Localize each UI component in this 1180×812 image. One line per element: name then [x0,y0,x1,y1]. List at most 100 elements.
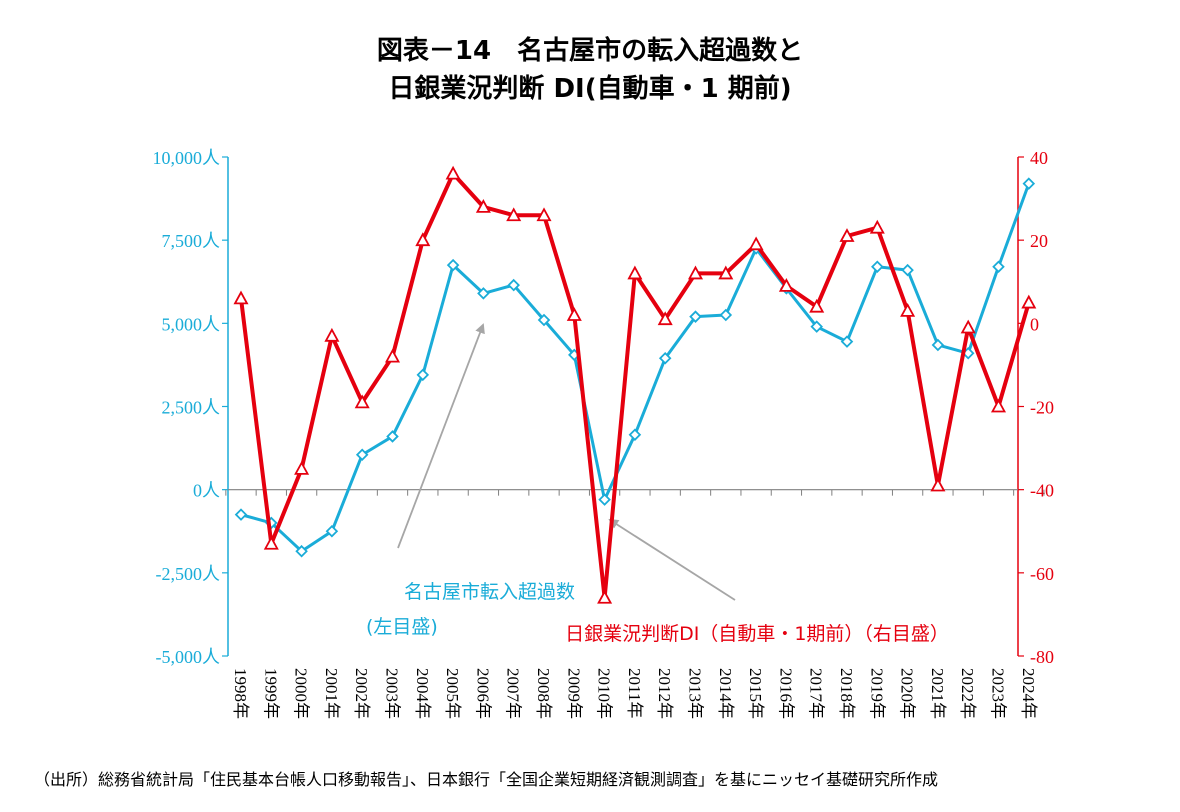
left-tick-label: 5,000人 [162,314,221,334]
x-tick-label: 2022年 [958,668,977,719]
x-tick-label: 2004年 [413,668,432,719]
left-series-point [537,313,551,327]
left-series-point [1022,177,1036,190]
left-series-point [840,335,854,348]
right-series-point [687,265,704,280]
x-tick-label: 2024年 [1019,668,1038,719]
left-series-point [234,508,248,521]
right-tick-label: -20 [1030,398,1054,418]
left-tick-label: 7,500人 [162,231,221,251]
x-tick-label: 2000年 [292,668,311,719]
right-series-point [475,199,491,213]
left-series-point [295,544,308,558]
right-series-point [900,302,916,317]
right-series-point [778,278,794,292]
left-series-point [992,260,1005,274]
x-tick-label: 2014年 [716,668,735,719]
right-series-point [233,290,249,305]
right-series-point [718,265,734,280]
left-series-point [689,310,702,323]
right-series-point [354,394,370,409]
x-tick-label: 2015年 [746,668,765,719]
left-series-point [416,368,430,382]
right-series-point [415,232,431,247]
chart-title-line2: 日銀業況判断 DI(自動車・1 期前) [388,74,792,104]
left-annotation-arrow [397,323,485,549]
x-tick-label: 2016年 [776,668,795,719]
x-tick-label: 2019年 [867,668,886,719]
left-series-label-line1: 名古屋市転入超過数 [404,581,575,603]
x-tick-label: 2023年 [989,668,1008,719]
x-tick-label: 2002年 [352,668,371,719]
x-tick-label: 2005年 [443,668,462,719]
x-tick-label: 2021年 [928,668,947,719]
annotation-arrows [397,323,736,601]
right-series-label: 日銀業況判断DI（自動車・1期前）（右目盛） [565,623,949,645]
x-tick-label: 2009年 [564,668,583,719]
right-series-point [263,535,279,550]
right-series-point [990,398,1007,413]
x-axis-labels: 1998年 1999年 2000年 2001年 2002年 2003年 2004年 2005年… [231,668,1038,719]
right-series-point [1021,294,1037,309]
left-series-point [719,308,733,322]
left-series-point [477,287,490,300]
right-tick-label: 40 [1030,148,1048,168]
right-tick-label: -40 [1030,481,1054,501]
x-tick-label: 1998年 [231,668,250,719]
right-series-point [809,298,825,313]
right-series-point [324,327,340,342]
left-tick-label: -5,000人 [156,647,221,667]
right-series-point [960,319,976,334]
x-tick-label: 2020年 [898,668,917,719]
x-tick-label: 2018年 [837,668,856,719]
right-series-point [748,236,764,251]
left-series-point [658,351,672,365]
right-series-point [384,348,401,363]
right-series-point [597,589,613,604]
left-tick-label: -2,500人 [156,564,221,584]
left-tick-label: 10,000人 [153,148,221,168]
right-tick-label: 20 [1030,231,1048,251]
left-tick-label: 2,500人 [162,398,221,418]
right-series-line [239,171,1031,600]
x-tick-label: 2003年 [383,668,402,719]
right-annotation-arrow [608,518,736,601]
right-series-point [445,165,461,180]
right-series-point [657,311,673,326]
x-tick-label: 2010年 [595,668,614,719]
left-series-point [325,524,339,538]
left-series-line [240,183,1031,553]
left-series-point [446,258,460,272]
x-tick-label: 2006年 [473,668,492,719]
right-series-point [294,460,310,475]
left-series-point [871,260,884,274]
left-series-point [355,448,369,462]
x-tick-label: 2012年 [655,668,674,719]
left-series-point [507,278,520,292]
x-tick-label: 2013年 [686,668,705,719]
x-tick-label: 2008年 [534,668,553,719]
chart-ticks: 10,000人 7,500人 5,000人 2,500人 0人 -2,500人 -5,000… [153,148,1055,667]
right-tick-label: -80 [1030,647,1054,667]
chart-title-line1: 図表－14 名古屋市の転入超過数と [376,36,804,66]
right-series-point [536,207,552,222]
left-series-label-line2: (左目盛) [366,616,438,638]
right-series-point [506,207,522,222]
x-tick-label: 2007年 [504,668,523,719]
right-tick-label: 0 [1030,314,1039,334]
left-series-point [810,320,823,333]
x-tick-label: 2001年 [322,668,341,719]
left-series-point [386,430,399,443]
right-tick-label: -60 [1030,564,1054,584]
right-series-point [566,307,582,321]
left-series-point [598,493,611,506]
right-series-point [869,219,885,234]
left-series-point [931,338,945,352]
chart-series [233,165,1037,604]
x-tick-label: 2011年 [625,668,644,718]
right-series-point [627,265,643,280]
left-series-point [628,428,642,442]
left-tick-label: 0人 [193,481,220,501]
right-series-point [930,477,946,492]
